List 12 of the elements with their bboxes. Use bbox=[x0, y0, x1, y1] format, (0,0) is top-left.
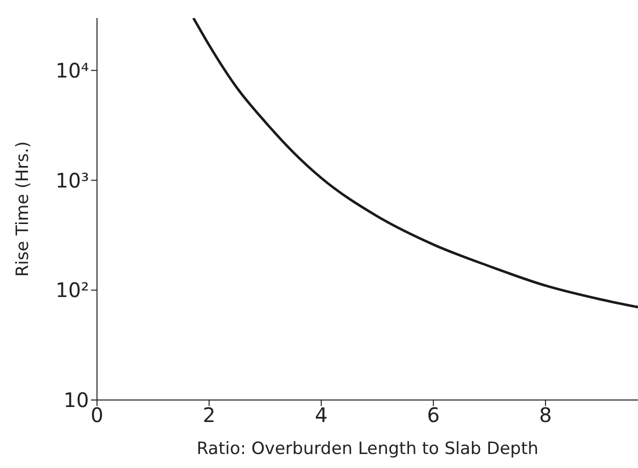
y-tick-label: 10 bbox=[64, 388, 89, 412]
x-tick-label: 4 bbox=[314, 403, 328, 428]
line-series bbox=[192, 18, 638, 308]
x-tick-label: 6 bbox=[427, 403, 440, 428]
x-axis-title: Ratio: Overburden Length to Slab Depth bbox=[196, 439, 538, 459]
x-tick-label: 2 bbox=[202, 403, 216, 428]
y-tick-label: 10² bbox=[56, 278, 89, 302]
y-tick-label: 10⁴ bbox=[56, 58, 89, 83]
x-tick-label: 0 bbox=[90, 403, 104, 428]
y-axis-title: Rise Time (Hrs.) bbox=[13, 141, 34, 277]
y-tick-label: 10³ bbox=[56, 168, 89, 192]
x-tick-label: 8 bbox=[539, 403, 552, 428]
